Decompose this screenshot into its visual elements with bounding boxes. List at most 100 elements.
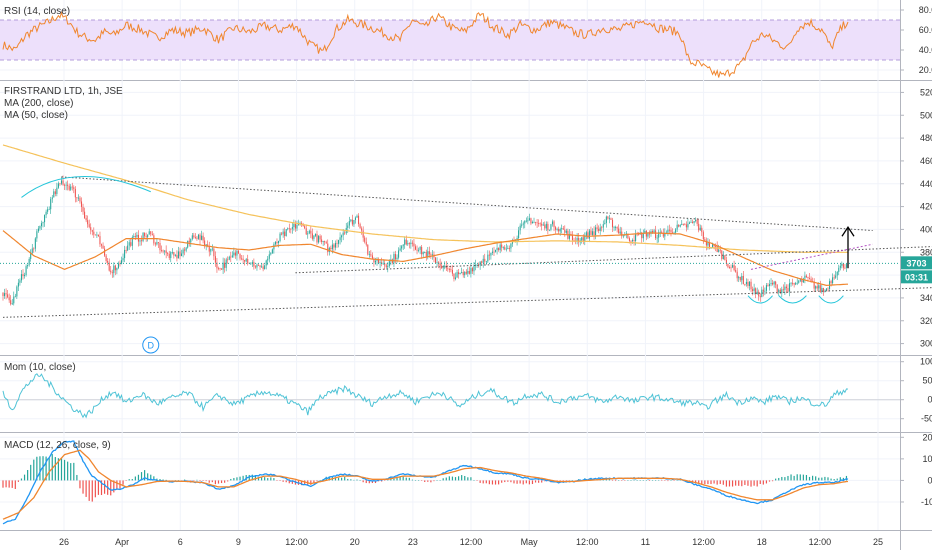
candle-down[interactable] (792, 282, 794, 284)
candle-down[interactable] (414, 246, 417, 250)
candle-up[interactable] (337, 240, 340, 244)
candle-up[interactable] (171, 252, 173, 253)
rsi-line[interactable] (2, 11, 849, 78)
candle-up[interactable] (581, 237, 583, 241)
candle-down[interactable] (237, 250, 240, 254)
candle-up[interactable] (442, 267, 444, 269)
candle-down[interactable] (822, 288, 824, 292)
candle-down[interactable] (224, 262, 226, 268)
candle-down[interactable] (102, 245, 104, 249)
candle-up[interactable] (36, 231, 38, 239)
candle-up[interactable] (13, 296, 15, 304)
candle-down[interactable] (284, 231, 286, 237)
candle-down[interactable] (373, 258, 375, 263)
candle-up[interactable] (473, 265, 475, 272)
candle-up[interactable] (261, 266, 263, 268)
top-pattern-arc[interactable] (21, 176, 151, 198)
candle-up[interactable] (277, 241, 280, 244)
candle-up[interactable] (120, 260, 123, 264)
candle-up[interactable] (382, 263, 384, 265)
candle-up[interactable] (187, 240, 189, 248)
candle-down[interactable] (767, 285, 769, 287)
candle-down[interactable] (739, 276, 741, 281)
candle-down[interactable] (321, 239, 323, 242)
candle-up[interactable] (267, 258, 269, 261)
candle-up[interactable] (707, 242, 709, 246)
candle-up[interactable] (37, 228, 39, 232)
candle-down[interactable] (571, 235, 574, 241)
candle-down[interactable] (747, 281, 749, 286)
candle-up[interactable] (48, 209, 50, 211)
candle-down[interactable] (633, 240, 635, 242)
candle-up[interactable] (317, 236, 320, 243)
candle-down[interactable] (208, 245, 210, 252)
candle-up[interactable] (131, 237, 133, 246)
candle-up[interactable] (422, 252, 424, 255)
candle-up[interactable] (39, 226, 41, 229)
candle-up[interactable] (519, 225, 521, 231)
candle-down[interactable] (84, 211, 86, 218)
candle-down[interactable] (833, 277, 835, 279)
candle-up[interactable] (387, 265, 389, 268)
candle-up[interactable] (510, 243, 512, 249)
candle-up[interactable] (11, 303, 13, 305)
candle-up[interactable] (31, 248, 33, 254)
candle-down[interactable] (242, 258, 244, 261)
candle-up[interactable] (347, 225, 349, 228)
candle-up[interactable] (561, 228, 563, 230)
candle-up[interactable] (518, 230, 520, 239)
candle-down[interactable] (430, 254, 432, 256)
candle-down[interactable] (150, 231, 152, 235)
candle-up[interactable] (399, 248, 401, 251)
candle-down[interactable] (813, 281, 815, 289)
candle-down[interactable] (333, 244, 335, 248)
candle-up[interactable] (676, 224, 678, 230)
candle-up[interactable] (836, 271, 838, 276)
candle-up[interactable] (770, 283, 772, 285)
candle-up[interactable] (225, 259, 227, 268)
candle-down[interactable] (153, 235, 155, 244)
candle-up[interactable] (185, 247, 187, 251)
candle-down[interactable] (301, 222, 303, 225)
candle-down[interactable] (305, 228, 307, 235)
candle-up[interactable] (815, 286, 817, 289)
candle-up[interactable] (464, 271, 466, 276)
candle-down[interactable] (105, 255, 107, 262)
candle-up[interactable] (197, 234, 200, 239)
candle-down[interactable] (64, 184, 66, 186)
candle-up[interactable] (296, 225, 298, 229)
candle-up[interactable] (53, 191, 55, 198)
candle-up[interactable] (748, 281, 751, 286)
candle-up[interactable] (832, 277, 834, 284)
candle-down[interactable] (59, 183, 61, 185)
candle-up[interactable] (687, 223, 689, 228)
candle-down[interactable] (508, 248, 510, 250)
candle-down[interactable] (830, 281, 832, 284)
candle-down[interactable] (88, 224, 90, 228)
candle-down[interactable] (448, 269, 450, 270)
candle-down[interactable] (504, 247, 506, 250)
candle-down[interactable] (336, 243, 338, 244)
candle-up[interactable] (222, 262, 224, 270)
candle-down[interactable] (785, 286, 787, 289)
candle-up[interactable] (556, 229, 558, 230)
candle-up[interactable] (60, 180, 63, 184)
candle-down[interactable] (68, 185, 70, 190)
candle-down[interactable] (730, 267, 732, 269)
candle-down[interactable] (547, 223, 549, 231)
candle-up[interactable] (279, 233, 281, 242)
candle-up[interactable] (34, 238, 36, 249)
candle-up[interactable] (499, 244, 501, 251)
candle-down[interactable] (134, 236, 136, 237)
candle-down[interactable] (719, 249, 721, 251)
candle-down[interactable] (176, 255, 178, 259)
candle-up[interactable] (57, 183, 59, 188)
candle-down[interactable] (394, 254, 397, 260)
candle-down[interactable] (758, 291, 760, 297)
candle-down[interactable] (775, 281, 777, 285)
candle-up[interactable] (44, 215, 46, 223)
candle-down[interactable] (844, 267, 846, 269)
candle-down[interactable] (451, 269, 453, 274)
candle-down[interactable] (79, 197, 81, 202)
candle-down[interactable] (471, 268, 473, 272)
